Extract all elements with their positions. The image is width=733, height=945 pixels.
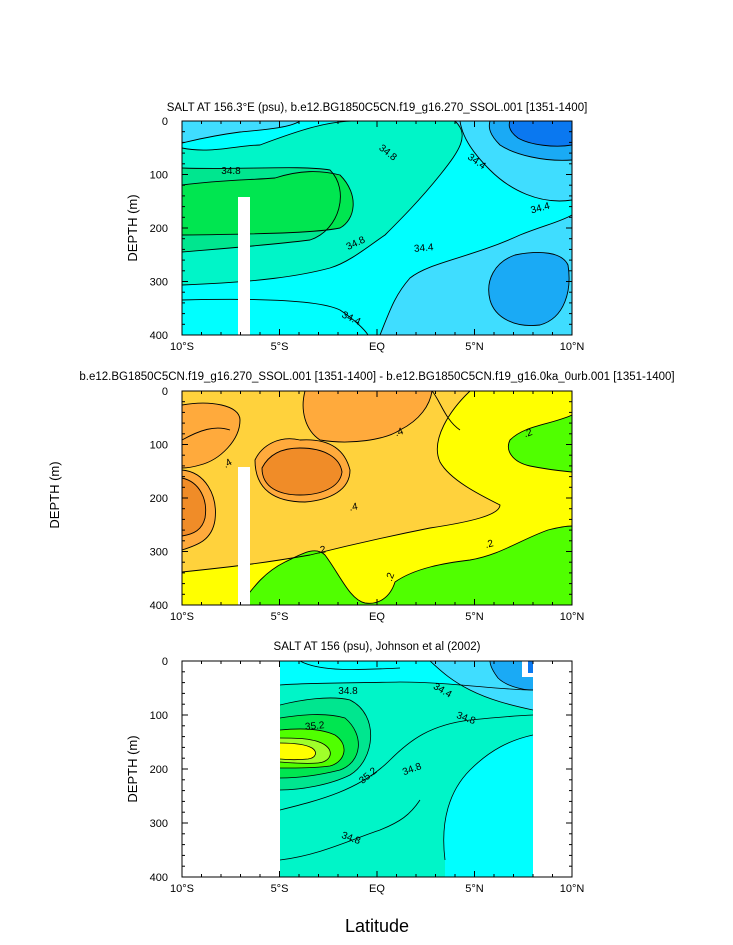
svg-text:.4: .4	[349, 501, 360, 513]
panel-3-xtick-label: 5°S	[271, 883, 289, 895]
panel-3-xtick-label: 5°N	[465, 883, 484, 895]
panel-2-ytick-label: 100	[150, 440, 168, 452]
panel-2-ticks	[181, 390, 573, 606]
panel-2-fill-green-bottom	[240, 526, 572, 605]
panel-1-xtick-labels: 10°S 5°S EQ 5°N 10°N	[170, 341, 584, 353]
panel-2-title: b.e12.BG1850C5CN.f19_g16.270_SSOL.001 [1…	[79, 371, 674, 383]
panel-2-fill-orange-left	[182, 403, 240, 468]
panel-3-title: SALT AT 156 (psu), Johnson et al (2002)	[274, 641, 481, 653]
panel-1-ylabel: DEPTH (m)	[125, 194, 140, 261]
panel-3-deep-blue-mark	[528, 661, 533, 673]
panel-2-xtick-label: 10°S	[170, 611, 194, 623]
panel-1-xtick-label: 5°N	[465, 341, 484, 353]
shared-ylabel: DEPTH (m)	[47, 461, 62, 528]
panel-3-gap-mark	[522, 661, 533, 677]
svg-text:35.2: 35.2	[305, 720, 326, 733]
panel-1-ytick-label: 0	[162, 116, 168, 128]
panel-2-ytick-label: 300	[150, 547, 168, 559]
panel-3-contour-lines	[280, 661, 533, 861]
panel-3-ytick-label: 200	[150, 764, 168, 776]
panel-1-ytick-label: 400	[150, 330, 168, 342]
panel-1-ticks	[181, 120, 573, 336]
panel-2-fill-green-right	[508, 415, 572, 472]
panel-3-xtick-labels: 10°S 5°S EQ 5°N 10°N	[170, 883, 584, 895]
panel-2-missing-column	[238, 467, 250, 605]
panel-1-ytick-labels: 0 100 200 300 400	[150, 116, 168, 342]
x-axis-label: Latitude	[345, 916, 409, 936]
panel-2-xtick-label: EQ	[369, 611, 385, 623]
panel-1-xtick-label: EQ	[369, 341, 385, 353]
panel-3-fill-cyan-right	[443, 735, 533, 877]
panel-3-ytick-label: 0	[162, 656, 168, 668]
panel-3-ytick-labels: 0 100 200 300 400	[150, 656, 168, 884]
panel-1-ytick-label: 100	[150, 170, 168, 182]
panel-2-fill-dark-orange-core	[262, 448, 342, 495]
panel-1-ytick-label: 200	[150, 223, 168, 235]
panel-2-contour-lines	[182, 391, 572, 605]
panel-1-fill-blue-bowl	[488, 252, 570, 326]
panel-1-fill-green-core	[182, 171, 354, 235]
panel-1-ytick-label: 300	[150, 277, 168, 289]
panel-3-ylabel: DEPTH (m)	[125, 735, 140, 802]
panel-3-ytick-label: 100	[150, 710, 168, 722]
panel-3-xtick-label: 10°S	[170, 883, 194, 895]
panel-2-ytick-labels: 0 100 200 300 400	[150, 386, 168, 612]
panel-2-ytick-label: 200	[150, 493, 168, 505]
svg-text:34.8: 34.8	[221, 166, 241, 177]
panel-3-fill-yellow	[280, 743, 316, 760]
panel-3-ticks	[181, 660, 573, 878]
panel-2-xtick-labels: 10°S 5°S EQ 5°N 10°N	[170, 611, 584, 623]
panel-3-ytick-label: 400	[150, 872, 168, 884]
svg-text:34.4: 34.4	[414, 242, 435, 255]
panel-3-field	[280, 661, 533, 877]
panel-2-fill-dark-orange-west	[182, 478, 206, 536]
panel-1-xtick-label: 10°S	[170, 341, 194, 353]
panel-2-ytick-label: 400	[150, 600, 168, 612]
svg-text:34.8: 34.8	[338, 686, 358, 697]
panel-2-xtick-label: 5°S	[271, 611, 289, 623]
panel-1-xtick-label: 10°N	[560, 341, 585, 353]
panel-1-xtick-label: 5°S	[271, 341, 289, 353]
panel-3-xtick-label: EQ	[369, 883, 385, 895]
panel-1-fill-light-blue-left	[182, 121, 300, 143]
panel-1-title: SALT AT 156.3°E (psu), b.e12.BG1850C5CN.…	[167, 102, 588, 114]
panel-2: b.e12.BG1850C5CN.f19_g16.270_SSOL.001 [1…	[79, 371, 674, 623]
panel-3: SALT AT 156 (psu), Johnson et al (2002)	[125, 641, 584, 895]
svg-text:.2: .2	[317, 544, 328, 556]
panel-3-xtick-label: 10°N	[560, 883, 585, 895]
panel-1-field	[182, 121, 572, 335]
panel-1-missing-column	[238, 197, 250, 335]
panel-2-xtick-label: 10°N	[560, 611, 585, 623]
panel-2-ytick-label: 0	[162, 386, 168, 398]
svg-text:34.4: 34.4	[530, 201, 552, 217]
panel-3-ytick-label: 300	[150, 818, 168, 830]
panel-1-fill-deep-blue-top-right	[509, 121, 572, 147]
svg-text:.2: .2	[484, 538, 495, 551]
panel-1: SALT AT 156.3°E (psu), b.e12.BG1850C5CN.…	[125, 102, 587, 353]
panel-2-fill-orange-top	[303, 391, 432, 442]
panel-1-contour-lines	[182, 121, 572, 335]
panel-2-xtick-label: 5°N	[465, 611, 484, 623]
